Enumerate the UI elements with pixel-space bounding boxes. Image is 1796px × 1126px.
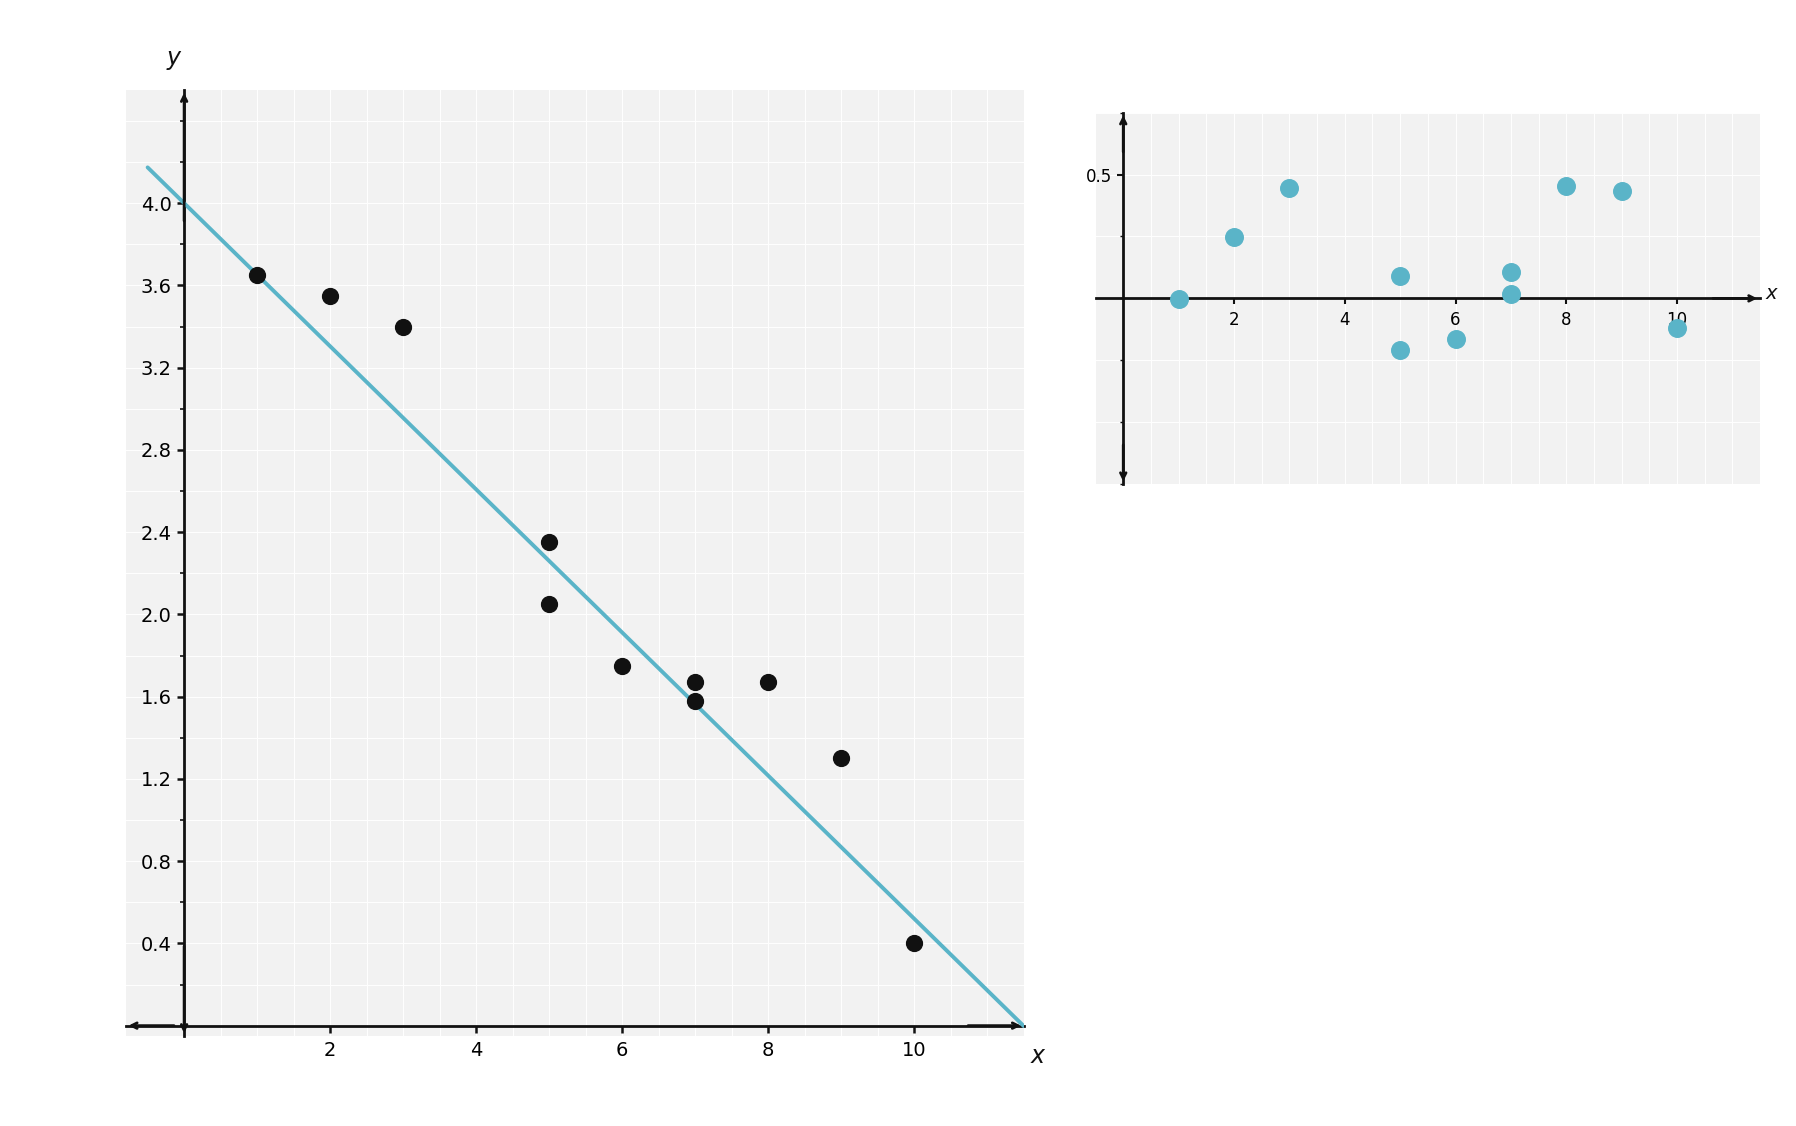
Point [1663, 319, 1692, 337]
Point [1275, 179, 1304, 197]
Point [607, 656, 636, 674]
Point [754, 673, 783, 691]
Point [681, 691, 709, 709]
Point [1219, 229, 1248, 247]
Text: x: x [1031, 1045, 1045, 1069]
Point [388, 318, 417, 336]
Point [242, 266, 271, 284]
Point [681, 673, 709, 691]
Point [1552, 177, 1580, 195]
Point [826, 749, 855, 767]
Point [535, 534, 564, 552]
Text: y: y [167, 45, 180, 70]
Point [900, 935, 929, 953]
Point [1387, 341, 1415, 359]
Point [1164, 289, 1193, 307]
Point [535, 596, 564, 614]
Point [1496, 263, 1525, 282]
Point [1496, 285, 1525, 303]
Point [1607, 182, 1636, 200]
Text: x: x [1765, 284, 1776, 303]
Point [1440, 330, 1469, 348]
Point [316, 287, 345, 305]
Point [1387, 267, 1415, 285]
